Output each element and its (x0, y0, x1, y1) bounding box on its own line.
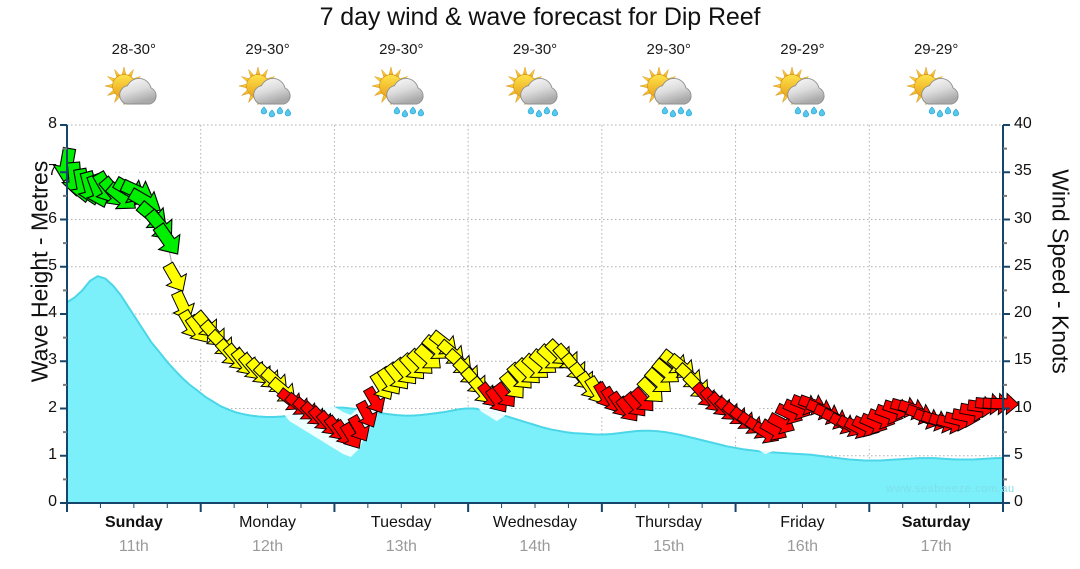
right-axis-tick-label: 30 (1014, 209, 1032, 227)
day-temperature-range: 29-29° (913, 41, 959, 58)
left-axis-tick-label: 4 (48, 304, 57, 321)
right-axis-tick-label: 40 (1014, 115, 1032, 132)
left-axis-tick-label: 8 (48, 115, 57, 132)
left-axis-tick-label: 3 (48, 351, 57, 369)
right-axis-tick-label: 0 (1014, 493, 1023, 510)
day-temperature-range: 29-30° (245, 41, 290, 58)
page-title: 7 day wind & wave forecast for Dip Reef (319, 3, 761, 31)
day-name-label: Saturday (901, 514, 971, 531)
day-temperature-range: 28-30° (111, 41, 157, 58)
sun-cloud-rain-icon (365, 62, 437, 122)
left-axis-tick-label: 0 (48, 493, 57, 510)
day-temperature-range: 29-30° (512, 41, 558, 58)
right-axis-title: Wind Speed - Knots (1047, 169, 1074, 374)
right-axis-tick-label: 5 (1014, 445, 1023, 463)
wind-speed-trace (66, 142, 1003, 458)
day-name-label: Friday (780, 514, 825, 531)
left-axis-tick-label: 5 (48, 256, 57, 274)
day-date-label: 12th (251, 538, 284, 555)
right-axis-tick-label: 10 (1014, 398, 1032, 416)
sun-cloud-rain-icon (232, 62, 304, 122)
sun-cloud-rain-icon (766, 62, 838, 122)
day-date-label: 14th (519, 538, 551, 555)
right-axis-tick-label: 15 (1014, 351, 1032, 369)
day-temperature-range: 29-29° (780, 41, 825, 58)
sun-cloud-rain-icon (633, 62, 705, 122)
day-name-label: Tuesday (370, 514, 432, 531)
day-name-label: Sunday (104, 514, 163, 531)
left-axis-tick-label: 6 (48, 209, 57, 227)
day-date-label: 16th (786, 538, 818, 555)
day-date-label: 11th (118, 538, 149, 555)
right-axis-tick-label: 25 (1014, 256, 1032, 274)
right-axis-tick-label: 20 (1014, 304, 1032, 321)
wind-arrows (52, 146, 1020, 449)
day-date-label: 17th (920, 538, 952, 555)
sun-cloud-icon (98, 62, 170, 122)
sun-cloud-rain-icon (900, 62, 972, 122)
day-temperature-range: 29-30° (646, 41, 691, 58)
axis-lines (60, 124, 1010, 512)
left-axis-tick-label: 2 (48, 398, 57, 416)
sun-cloud-rain-icon (499, 62, 571, 122)
gridlines (67, 124, 1003, 503)
left-axis-tick-label: 1 (48, 445, 57, 463)
right-axis-tick-label: 35 (1014, 162, 1032, 180)
watermark: www.seabreeze.com.au (886, 483, 1015, 495)
wave-height-area (66, 275, 1003, 503)
day-date-label: 13th (385, 538, 417, 555)
left-axis-tick-label: 7 (48, 162, 57, 180)
day-name-label: Wednesday (492, 514, 578, 531)
day-date-label: 15th (653, 538, 685, 555)
day-name-label: Thursday (635, 514, 703, 531)
day-name-label: Monday (239, 514, 297, 531)
day-temperature-range: 29-30° (379, 41, 424, 58)
